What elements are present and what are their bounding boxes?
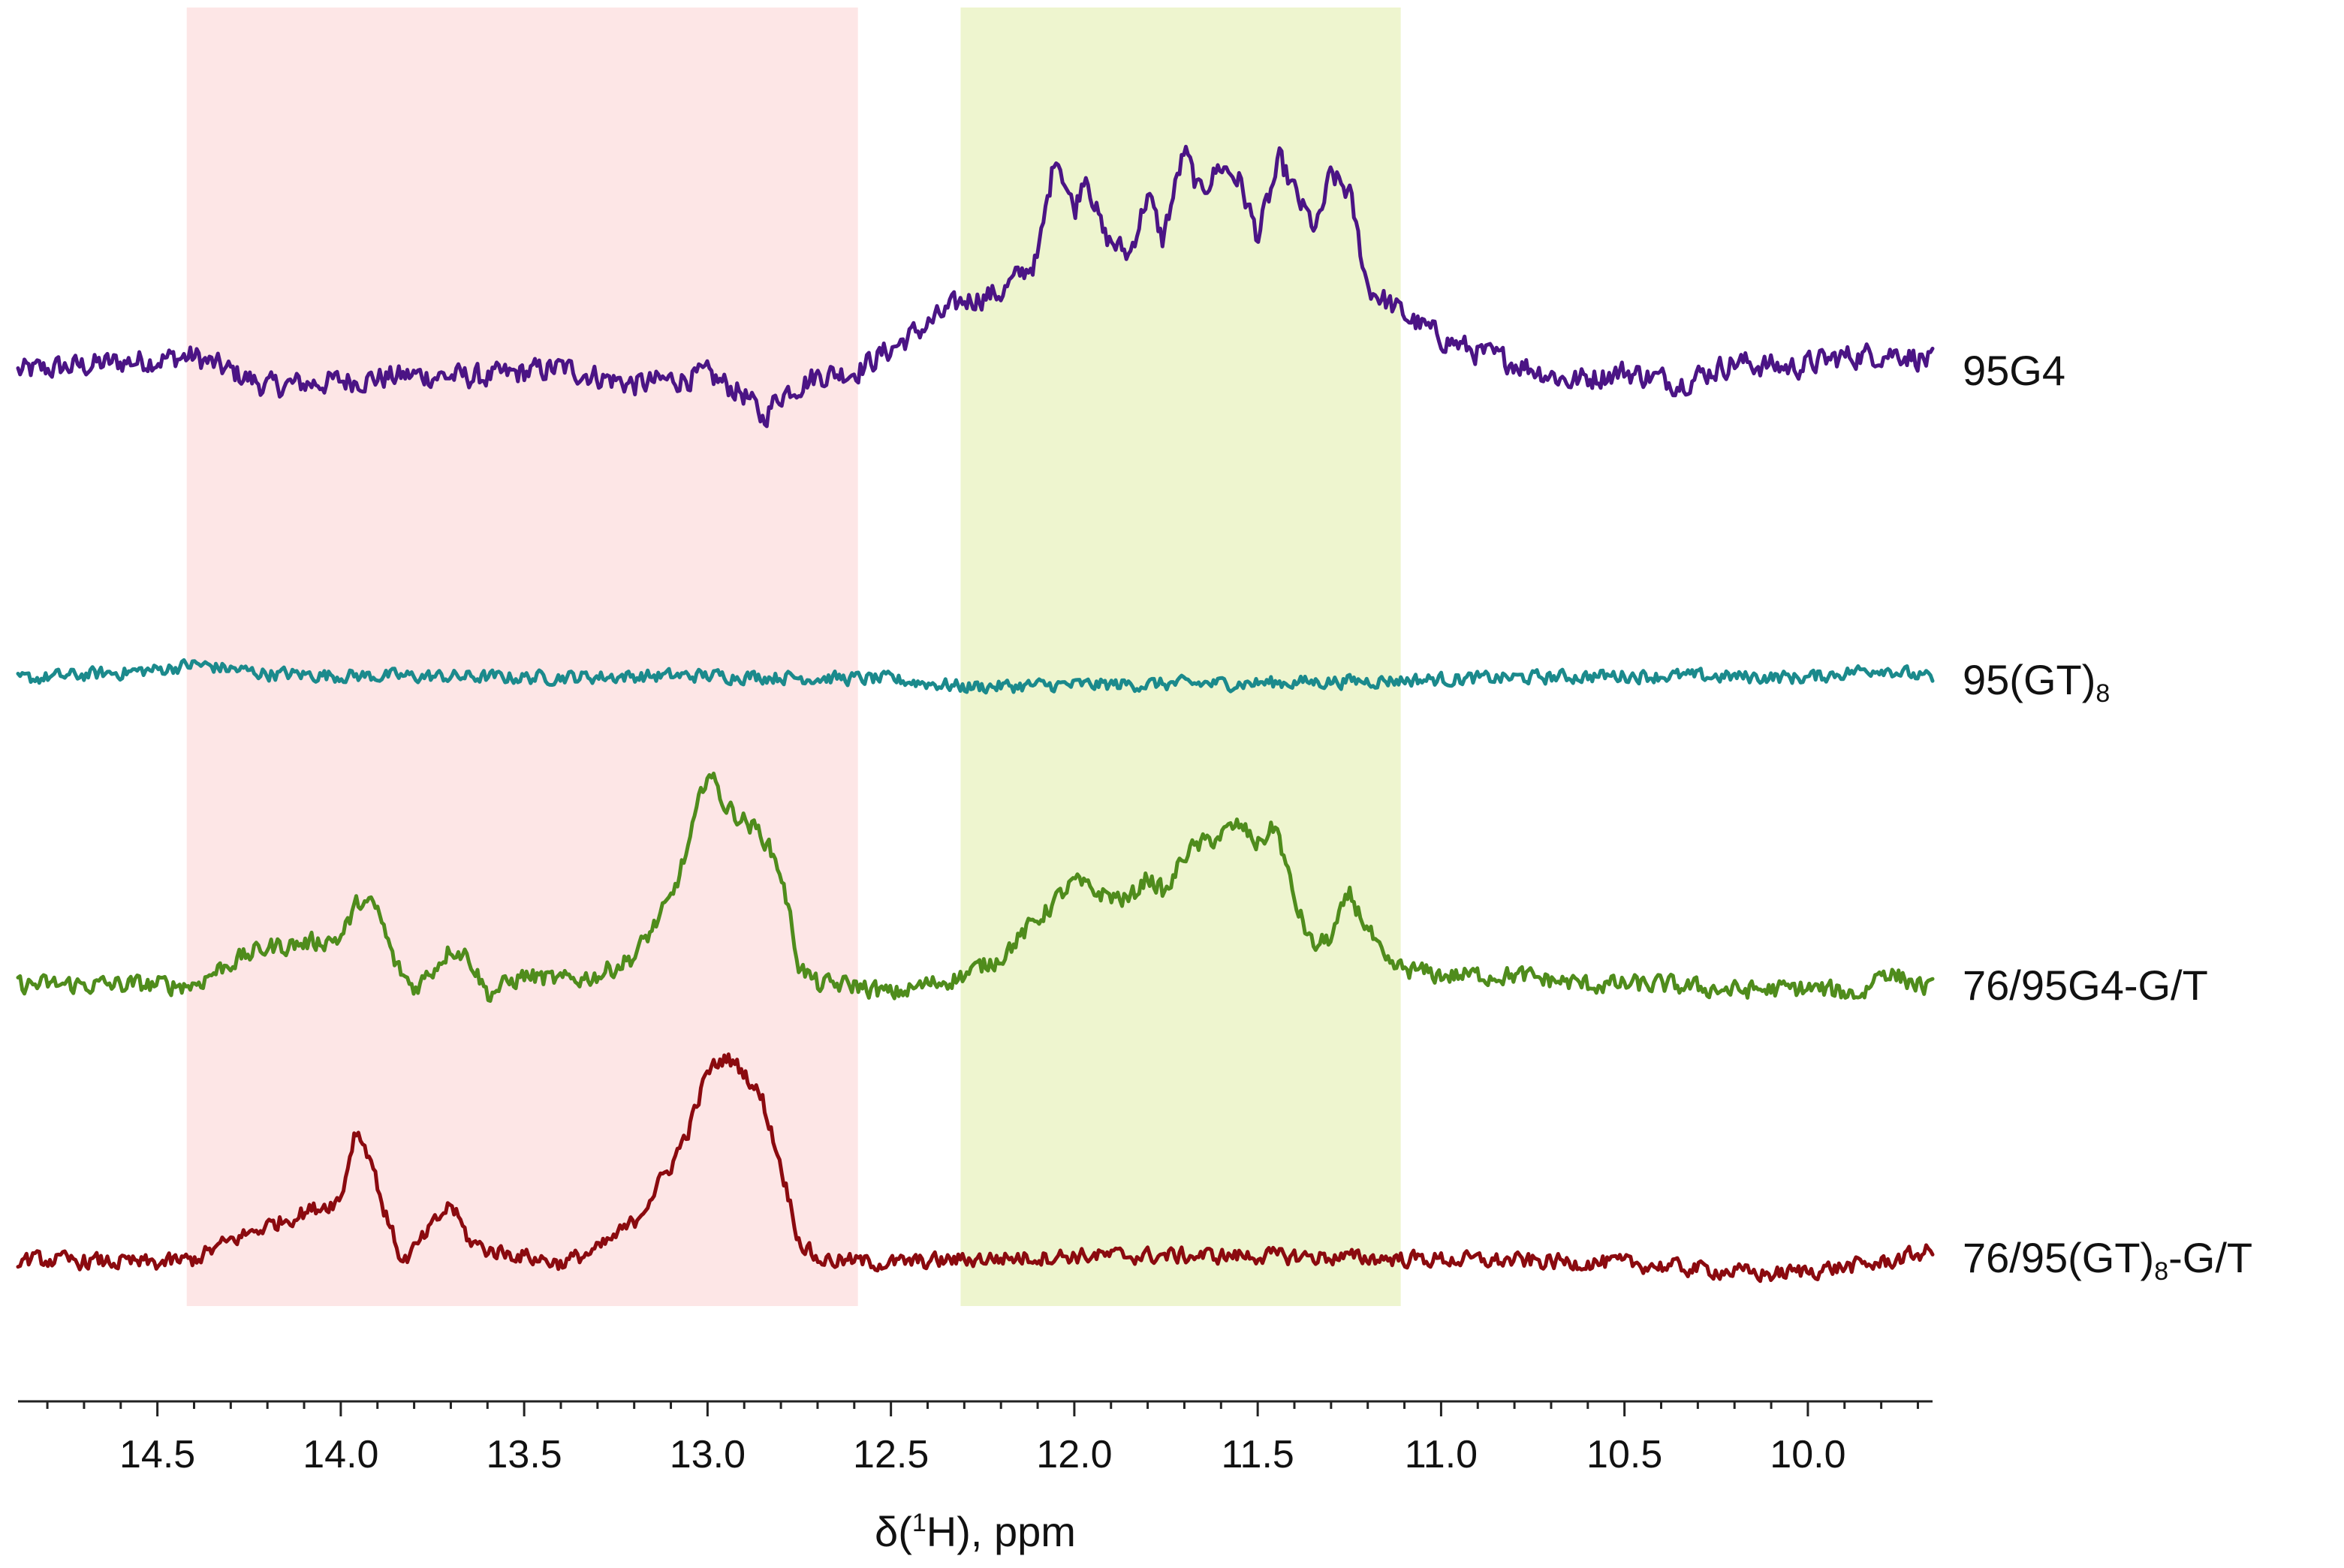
tick-label: 12.0 — [1036, 1433, 1112, 1476]
series-label-main: 76/95G4-G/T — [1963, 962, 2208, 1009]
trace-76-95g4-g-t — [16, 772, 1935, 1003]
series-label-subscript: 8 — [2154, 1257, 2168, 1286]
series-label-95g4: 95G4 — [1963, 347, 2065, 394]
spectrum-traces — [16, 144, 1935, 1284]
trace-95-gt-8 — [16, 658, 1935, 695]
x-axis-ticks: 14.5 14.0 13.5 13.0 12.5 12.0 11.5 11.0 10.5 10.0 — [46, 1401, 1919, 1476]
series-label-subscript: 8 — [2095, 679, 2110, 708]
highlight-region-1 — [186, 8, 858, 1306]
x-axis-title-prefix: δ( — [875, 1508, 912, 1555]
x-axis: 14.5 14.0 13.5 13.0 12.5 12.0 11.5 11.0 10.5 10.0 — [18, 1400, 1933, 1476]
tick-label: 12.5 — [853, 1433, 929, 1476]
highlight-regions — [186, 8, 1401, 1306]
series-label-76-95g4-g-t: 76/95G4-G/T — [1963, 962, 2208, 1009]
tick-label: 13.5 — [487, 1433, 562, 1476]
series-label-main: 76/95(GT) — [1963, 1234, 2154, 1281]
series-label-tail: -G/T — [2168, 1234, 2252, 1281]
tick-label: 11.5 — [1221, 1433, 1294, 1476]
tick-label: 11.0 — [1405, 1433, 1478, 1476]
tick-label: 14.5 — [119, 1433, 195, 1476]
x-axis-title: δ(1H), ppm — [875, 1508, 1076, 1555]
series-label-main: 95(GT) — [1963, 656, 2095, 703]
series-label-76-95-gt-8-g-t: 76/95(GT)8-G/T — [1963, 1234, 2252, 1286]
trace-76-95-gt-8-g-t — [16, 1052, 1935, 1284]
series-label-main: 95G4 — [1963, 347, 2065, 394]
series-label-95-gt-8: 95(GT)8 — [1963, 656, 2110, 708]
x-axis-title-suffix: H), ppm — [926, 1508, 1076, 1555]
tick-label: 14.0 — [303, 1433, 378, 1476]
tick-label: 10.0 — [1770, 1433, 1845, 1476]
tick-label: 13.0 — [670, 1433, 746, 1476]
trace-95g4 — [16, 144, 1935, 429]
x-axis-title-superscript: 1 — [912, 1509, 926, 1537]
highlight-region-2 — [960, 8, 1401, 1306]
tick-label: 10.5 — [1586, 1433, 1662, 1476]
